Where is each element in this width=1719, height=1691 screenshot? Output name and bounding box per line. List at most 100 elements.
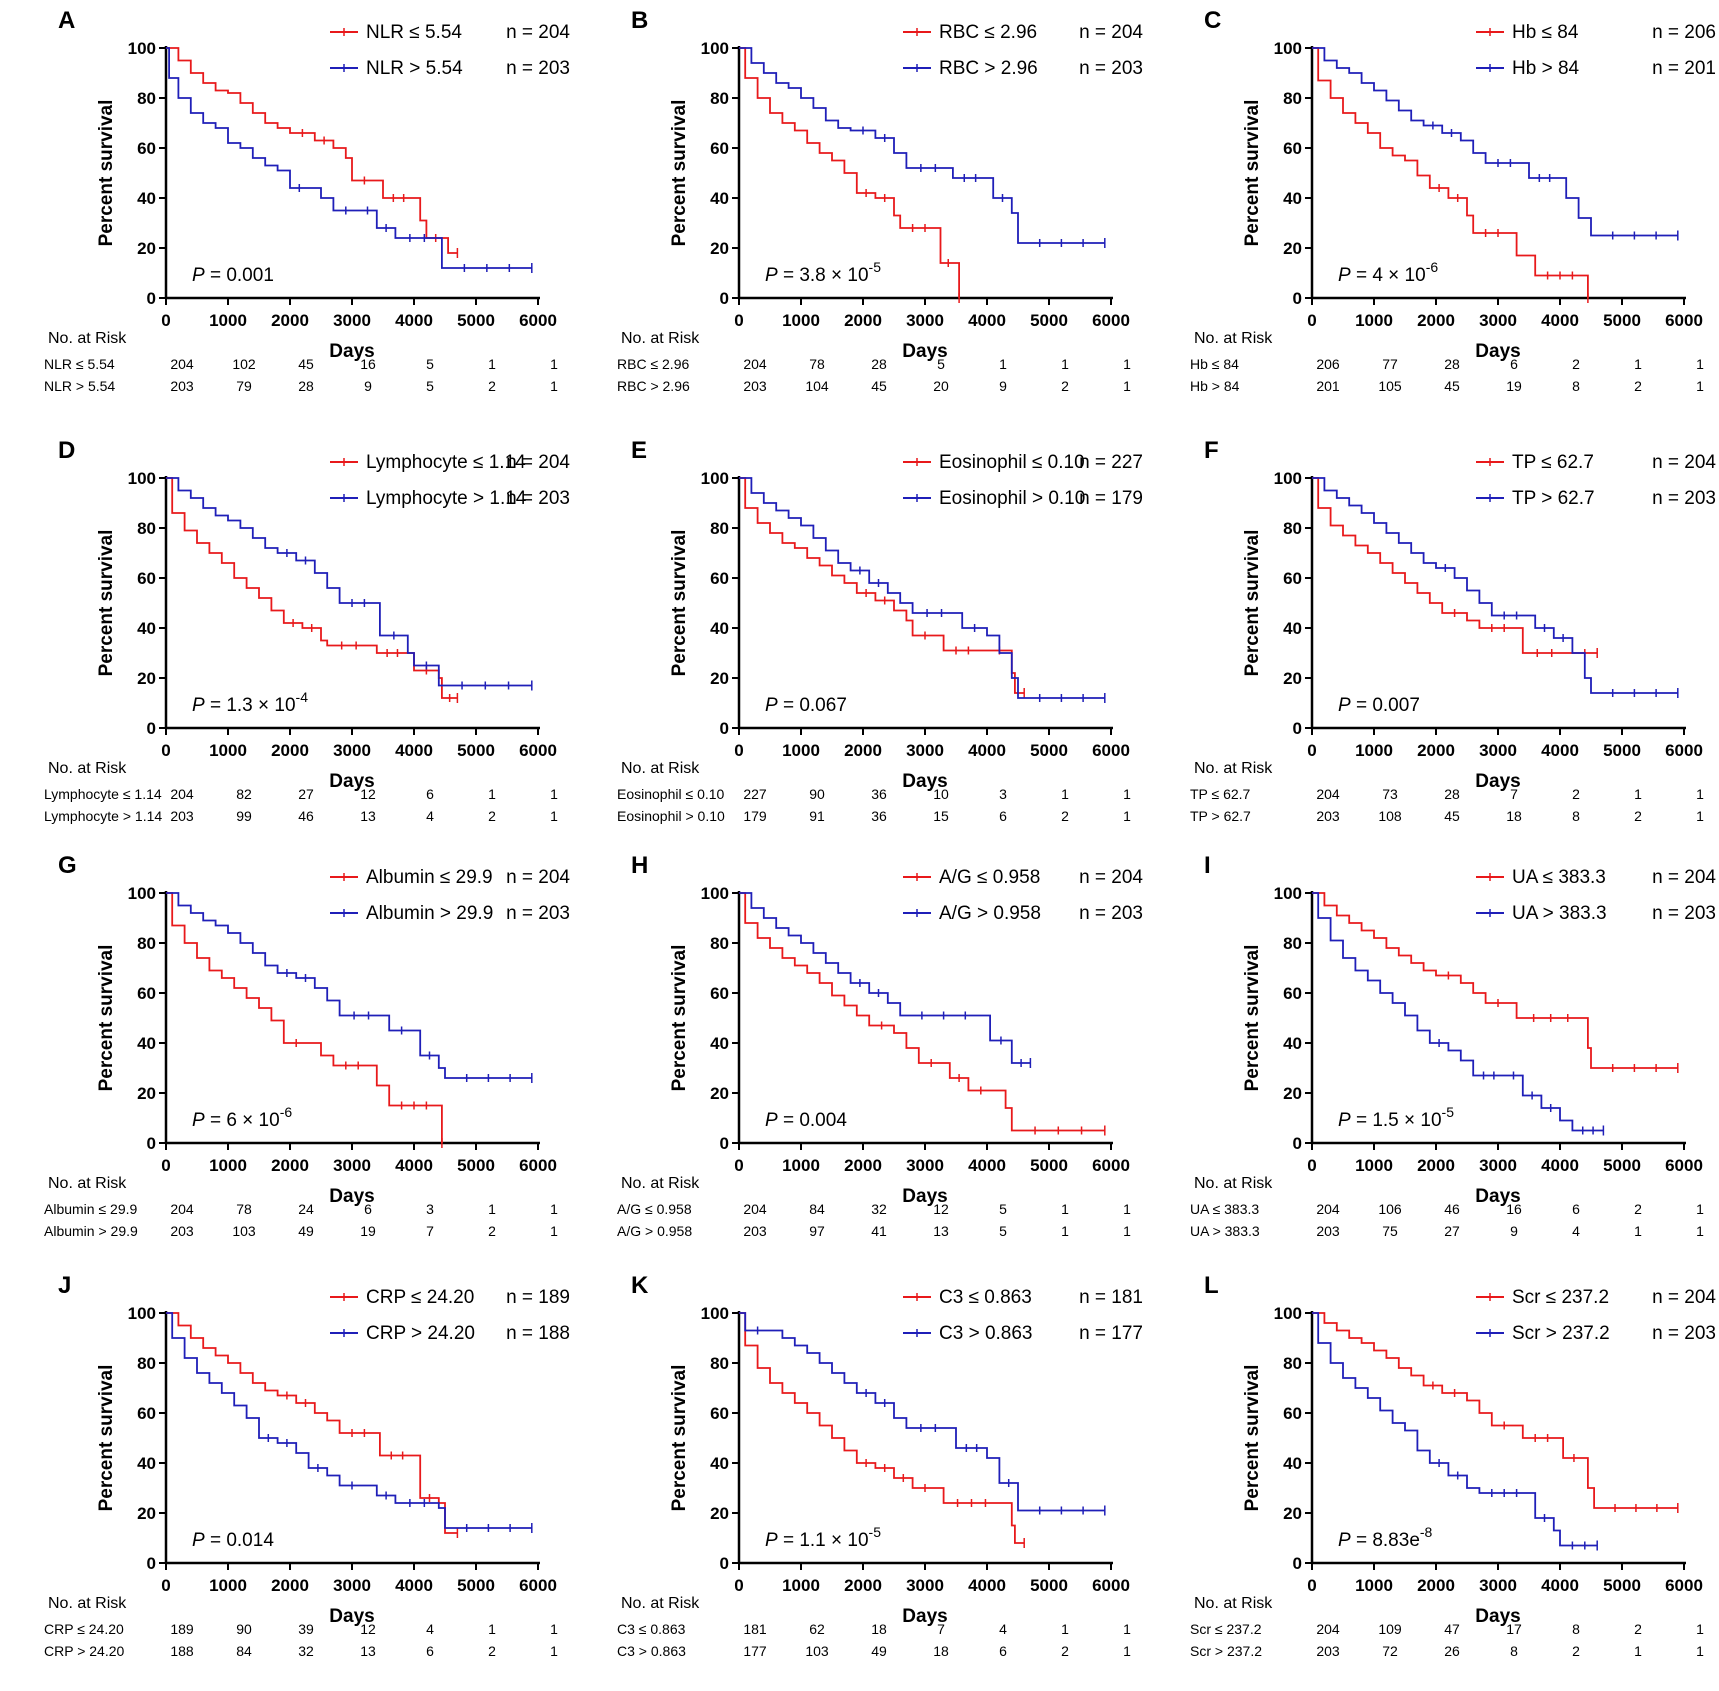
risk-count: 1 — [1123, 1201, 1131, 1217]
y-axis-label: Percent survival — [1242, 100, 1263, 247]
p-value: P = 4 × 10-6 — [1338, 259, 1438, 286]
risk-count: 24 — [298, 1201, 314, 1217]
panel-letter: J — [58, 1272, 71, 1299]
y-tick-label: 80 — [137, 934, 156, 953]
risk-count: 188 — [170, 1643, 194, 1659]
x-tick-label: 2000 — [844, 1156, 882, 1175]
risk-row-label: RBC > 2.96 — [617, 378, 690, 394]
y-axis-label: Percent survival — [669, 945, 690, 1092]
y-tick-label: 40 — [710, 1034, 729, 1053]
risk-count: 201 — [1316, 378, 1340, 394]
legend-entry: CRP ≤ 24.20 n = 189 — [330, 1287, 570, 1308]
legend-label: UA > 383.3 — [1512, 903, 1607, 924]
x-tick-label: 3000 — [906, 311, 944, 330]
risk-count: 62 — [809, 1621, 825, 1637]
legend-count: n = 204 — [1652, 867, 1716, 888]
legend-count: n = 188 — [506, 1323, 570, 1344]
risk-row-label: A/G > 0.958 — [617, 1223, 693, 1239]
y-tick-label: 20 — [710, 239, 729, 258]
risk-count: 79 — [236, 378, 252, 394]
risk-count: 7 — [1510, 786, 1518, 802]
risk-table: No. at Risk A/G ≤ 0.958 204 84 32 12 5 1 1 A/G > … — [573, 1175, 1146, 1255]
legend-entry: C3 > 0.863 n = 177 — [903, 1323, 1143, 1344]
legend-label: NLR > 5.54 — [366, 58, 463, 79]
x-tick-label: 5000 — [1603, 311, 1641, 330]
risk-count: 105 — [1378, 378, 1402, 394]
risk-count: 1 — [1634, 786, 1642, 802]
x-tick-label: 4000 — [395, 741, 433, 760]
y-tick-label: 20 — [1283, 1084, 1302, 1103]
y-tick-label: 40 — [137, 1034, 156, 1053]
x-tick-label: 1000 — [1355, 741, 1393, 760]
legend-label: RBC > 2.96 — [939, 58, 1038, 79]
risk-count: 2 — [1572, 786, 1580, 802]
p-value: P = 0.004 — [765, 1110, 847, 1131]
risk-count: 91 — [809, 808, 825, 824]
survival-curve-low — [166, 892, 443, 1143]
risk-count: 19 — [1506, 378, 1522, 394]
x-tick-label: 5000 — [457, 741, 495, 760]
risk-count: 1 — [1696, 1223, 1704, 1239]
y-axis-label: Percent survival — [96, 100, 117, 247]
risk-table: No. at Risk TP ≤ 62.7 204 73 28 7 2 1 1 TP > 62.7… — [1146, 760, 1719, 840]
risk-row-label: TP > 62.7 — [1190, 808, 1251, 824]
survival-curve-high — [1312, 892, 1604, 1132]
legend-entry: NLR ≤ 5.54 n = 204 — [330, 22, 570, 43]
risk-row-label: TP ≤ 62.7 — [1190, 786, 1251, 802]
y-tick-label: 20 — [1283, 669, 1302, 688]
risk-count: 36 — [871, 808, 887, 824]
risk-count: 1 — [488, 1201, 496, 1217]
risk-count: 72 — [1382, 1643, 1398, 1659]
x-tick-label: 3000 — [906, 741, 944, 760]
x-tick-label: 2000 — [271, 311, 309, 330]
y-tick-label: 80 — [137, 89, 156, 108]
risk-count: 10 — [933, 786, 949, 802]
legend-count: n = 203 — [1079, 58, 1143, 79]
risk-count: 49 — [871, 1643, 887, 1659]
legend-label: NLR ≤ 5.54 — [366, 22, 462, 43]
x-axis-label: Days — [1475, 1606, 1520, 1627]
risk-count: 84 — [236, 1643, 252, 1659]
risk-count: 9 — [364, 378, 372, 394]
risk-count: 1 — [488, 786, 496, 802]
risk-count: 17 — [1506, 1621, 1522, 1637]
km-panel-f: F 0 20 40 60 80 100 0 1000 2000 3000 4000 5000 6000 Pe… — [1146, 430, 1719, 852]
legend-count: n = 203 — [506, 903, 570, 924]
risk-count: 1 — [550, 786, 558, 802]
risk-count: 1 — [1061, 786, 1069, 802]
legend-label: C3 ≤ 0.863 — [939, 1287, 1032, 1308]
risk-table-title: No. at Risk — [621, 760, 700, 777]
survival-curve-low — [1312, 892, 1678, 1069]
y-tick-label: 60 — [1283, 984, 1302, 1003]
risk-count: 203 — [170, 808, 194, 824]
x-tick-label: 1000 — [1355, 311, 1393, 330]
legend-count: n = 206 — [1652, 22, 1716, 43]
y-tick-label: 0 — [720, 719, 729, 738]
x-tick-label: 4000 — [1541, 1576, 1579, 1595]
x-axis-label: Days — [902, 1606, 947, 1627]
legend-label: A/G > 0.958 — [939, 903, 1041, 924]
y-tick-label: 0 — [720, 1554, 729, 1573]
x-axis-label: Days — [902, 341, 947, 362]
risk-count: 28 — [298, 378, 314, 394]
risk-count: 45 — [871, 378, 887, 394]
y-tick-label: 20 — [1283, 1504, 1302, 1523]
risk-count: 1 — [1696, 1201, 1704, 1217]
y-tick-label: 20 — [710, 669, 729, 688]
risk-count: 181 — [743, 1621, 767, 1637]
x-tick-label: 2000 — [271, 1156, 309, 1175]
legend-entry: Scr ≤ 237.2 n = 204 — [1476, 1287, 1716, 1308]
x-tick-label: 6000 — [519, 1576, 557, 1595]
risk-count: 2 — [1634, 808, 1642, 824]
risk-count: 2 — [488, 378, 496, 394]
legend-entry: NLR > 5.54 n = 203 — [330, 58, 570, 79]
y-tick-label: 0 — [720, 1134, 729, 1153]
legend-count: n = 203 — [1652, 1323, 1716, 1344]
y-tick-label: 100 — [1274, 1304, 1302, 1323]
p-value: P = 0.001 — [192, 265, 274, 286]
risk-row-label: Eosinophil > 0.10 — [617, 808, 725, 824]
p-value: P = 6 × 10-6 — [192, 1104, 292, 1131]
